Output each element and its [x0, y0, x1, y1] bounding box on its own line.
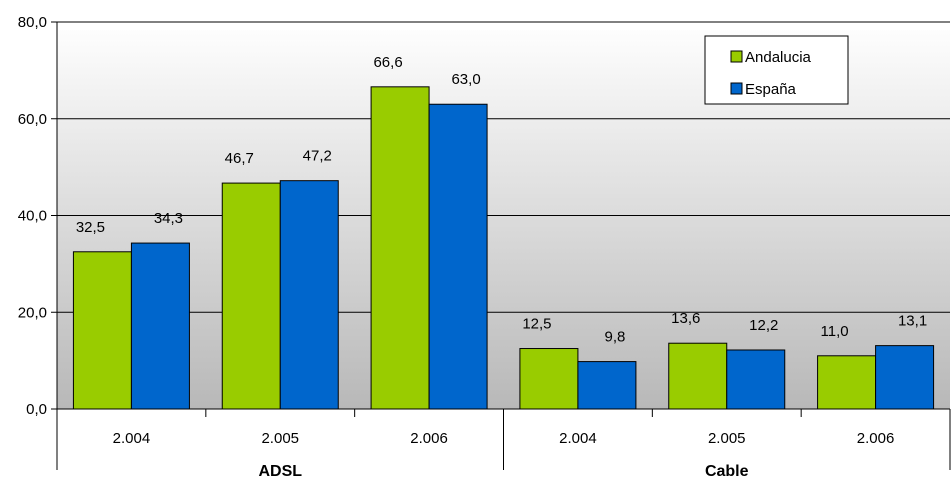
legend: Andalucia España: [704, 35, 849, 105]
bar-españa: [577, 361, 637, 410]
x-tick-label: 2.004: [559, 430, 597, 447]
bar-españa: [130, 242, 190, 410]
bar-andalucia: [221, 182, 281, 410]
data-label: 13,6: [671, 310, 700, 327]
y-tick-label: 60,0: [18, 111, 47, 128]
x-tick-label: 2.006: [857, 430, 895, 447]
gridlines: [57, 21, 950, 313]
bars: [72, 86, 935, 410]
data-label: 12,2: [749, 317, 778, 334]
y-tick-label: 20,0: [18, 304, 47, 321]
y-tick-label: 0,0: [26, 401, 47, 418]
legend-label: España: [745, 81, 797, 98]
x-tick-label: 2.006: [410, 430, 448, 447]
x-tick-label: 2.005: [708, 430, 746, 447]
bar-españa: [428, 103, 488, 410]
data-label: 13,1: [898, 313, 927, 330]
bar-españa: [279, 180, 339, 410]
bar-españa: [875, 345, 935, 410]
bar-andalucia: [668, 342, 728, 410]
group-label: Cable: [705, 463, 749, 480]
labels: 0,0 20,0 40,0 60,0 80,0 32,5 34,3 2.004 46,7 47,2…: [18, 14, 927, 480]
data-label: 34,3: [154, 210, 183, 227]
x-tick-label: 2.004: [113, 430, 151, 447]
data-label: 66,6: [373, 54, 402, 71]
legend-swatch: [730, 50, 743, 63]
legend-box: [704, 35, 849, 105]
data-label: 12,5: [522, 316, 551, 333]
legend-swatch: [730, 82, 743, 95]
data-label: 9,8: [604, 329, 625, 346]
data-label: 11,0: [821, 323, 849, 340]
group-label: ADSL: [258, 463, 302, 480]
y-tick-label: 80,0: [18, 14, 47, 31]
legend-label: Andalucia: [745, 49, 812, 66]
data-label: 47,2: [303, 148, 332, 165]
bar-andalucia: [72, 251, 132, 410]
bar-españa: [726, 349, 786, 410]
axes: [51, 21, 951, 470]
x-tick-label: 2.005: [261, 430, 299, 447]
y-tick-label: 40,0: [18, 208, 47, 225]
bar-andalucia: [817, 355, 877, 410]
bar-andalucia: [370, 86, 430, 410]
data-label: 32,5: [76, 219, 105, 236]
data-label: 46,7: [225, 150, 254, 167]
bar-andalucia: [519, 348, 579, 410]
data-label: 63,0: [451, 71, 480, 88]
